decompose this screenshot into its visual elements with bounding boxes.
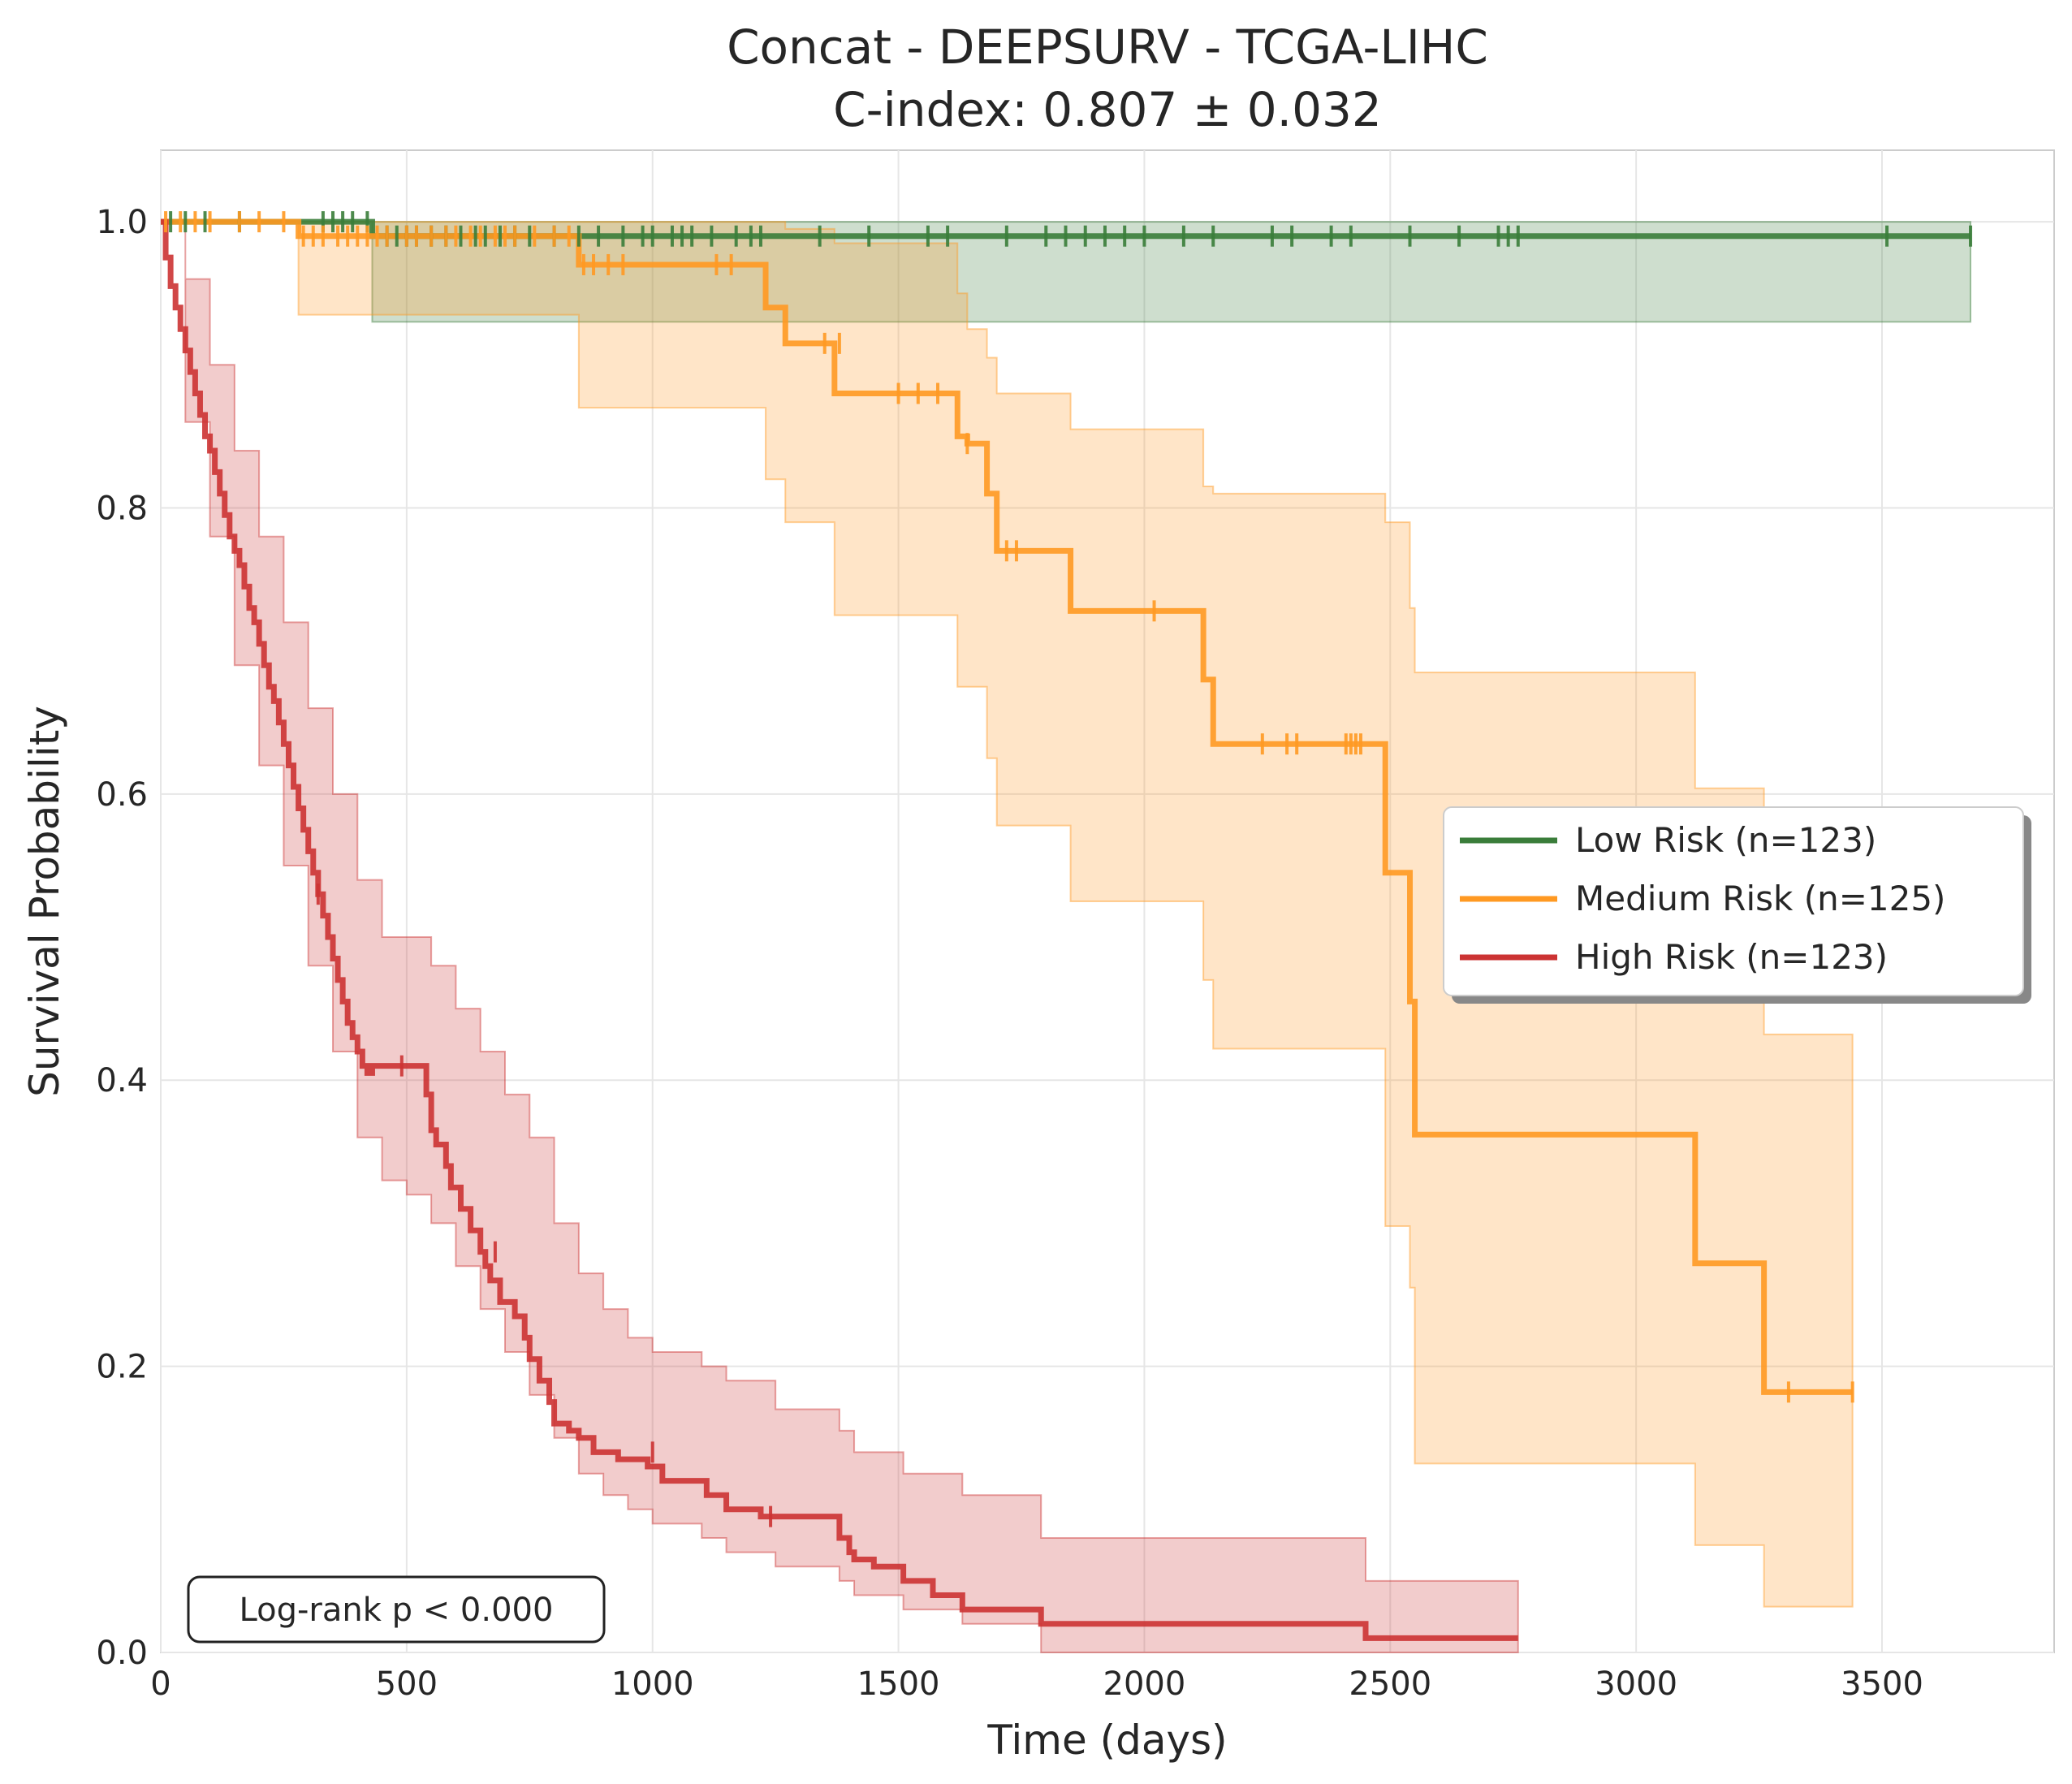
x-tick-label: 2500: [1349, 1665, 1431, 1703]
confidence-band: [161, 221, 1972, 323]
survival-curve: [161, 218, 1853, 1395]
y-tick-label: 1.0: [96, 204, 148, 241]
x-axis-label: Time (days): [986, 1717, 1227, 1764]
survival-curve: [161, 218, 1518, 1641]
confidence-band: [161, 221, 1854, 1608]
legend-label-medium: Medium Risk (n=125): [1575, 879, 1945, 918]
x-tick-label: 2000: [1103, 1665, 1186, 1703]
y-tick-label: 0.0: [96, 1635, 148, 1672]
chart-subtitle: C-index: 0.807 ± 0.032: [833, 82, 1382, 137]
y-tick-label: 0.2: [96, 1349, 148, 1386]
legend-label-high: High Risk (n=123): [1575, 937, 1888, 977]
legend: Low Risk (n=123) Medium Risk (n=125) Hig…: [1443, 806, 2031, 1004]
survival-curves: [161, 218, 1971, 1641]
legend-box: [1443, 806, 2024, 996]
x-tick-label: 1000: [611, 1665, 694, 1703]
annotation-box: [187, 1575, 606, 1644]
logrank-annotation: Log-rank p < 0.000: [187, 1575, 606, 1644]
x-tick-label: 3000: [1595, 1665, 1677, 1703]
y-tick-label: 0.8: [96, 490, 148, 527]
y-tick-label: 0.4: [96, 1062, 148, 1099]
legend-label-low: Low Risk (n=123): [1575, 820, 1876, 860]
censor-marks: [164, 211, 1973, 1527]
annotation-text: Log-rank p < 0.000: [240, 1592, 554, 1629]
y-tick-label: 0.6: [96, 776, 148, 814]
x-tick-label: 500: [376, 1665, 438, 1703]
chart-title: Concat - DEEPSURV - TCGA-LIHC: [727, 19, 1488, 75]
tick-labels: 0 500 1000 1500 2000 2500 3000 3500 0.0 0.2 0.4 0.6…: [96, 204, 1923, 1703]
y-axis-label: Survival Probability: [21, 706, 68, 1097]
x-tick-label: 1500: [857, 1665, 940, 1703]
x-tick-label: 0: [150, 1665, 171, 1703]
x-tick-label: 3500: [1841, 1665, 1923, 1703]
